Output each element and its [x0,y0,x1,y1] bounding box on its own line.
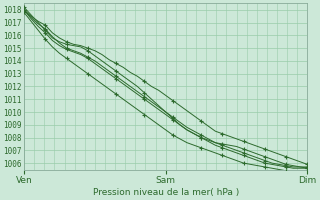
X-axis label: Pression niveau de la mer( hPa ): Pression niveau de la mer( hPa ) [92,188,239,197]
